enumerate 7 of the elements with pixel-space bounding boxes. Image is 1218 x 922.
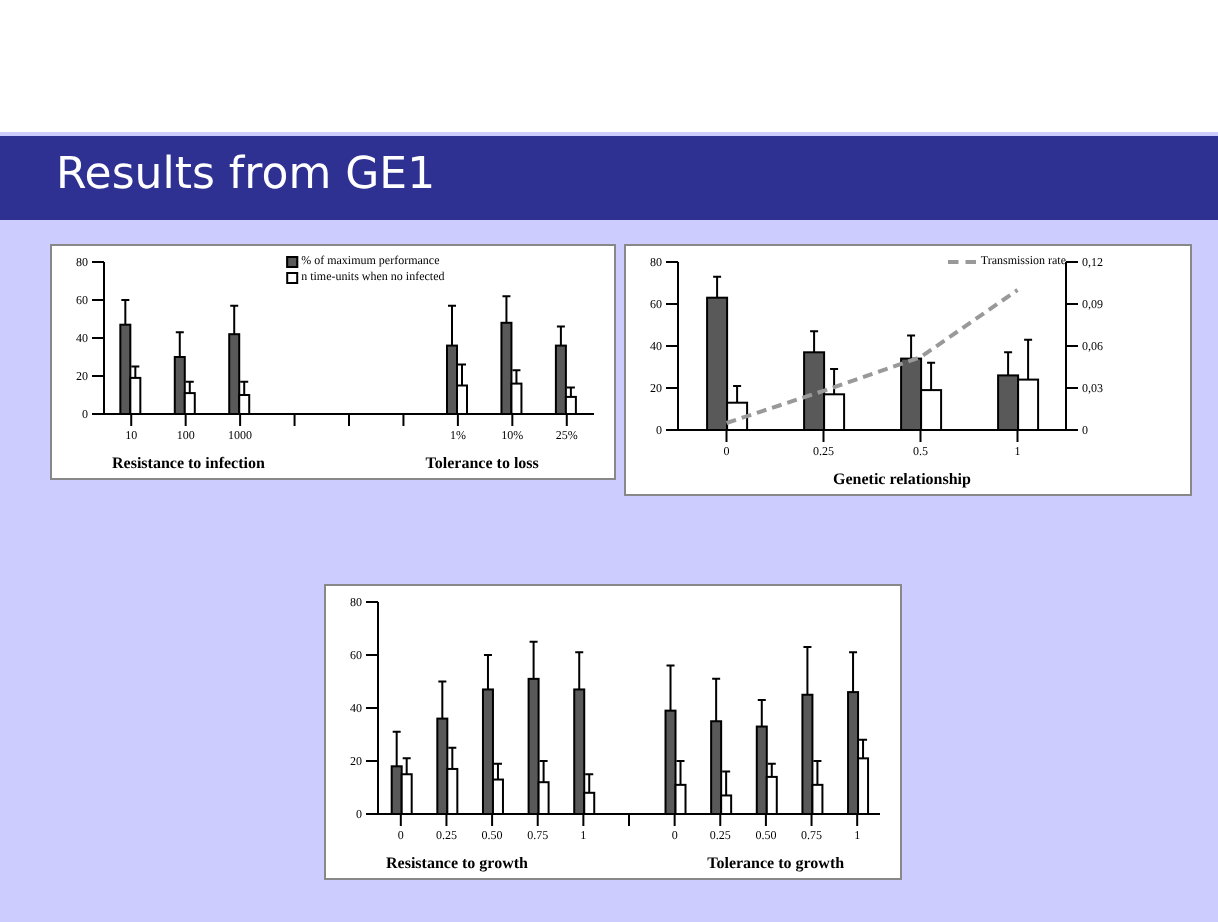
text: Resistance to growth	[386, 854, 528, 872]
text: Tolerance to growth	[707, 854, 845, 872]
text: Resistance to infection	[112, 454, 265, 472]
chart-title: Results from GE1	[56, 150, 436, 200]
line-series	[724, 288, 1020, 425]
text: Tolerance to loss	[425, 454, 539, 472]
x-axis-title: Genetic relationship	[831, 470, 973, 488]
